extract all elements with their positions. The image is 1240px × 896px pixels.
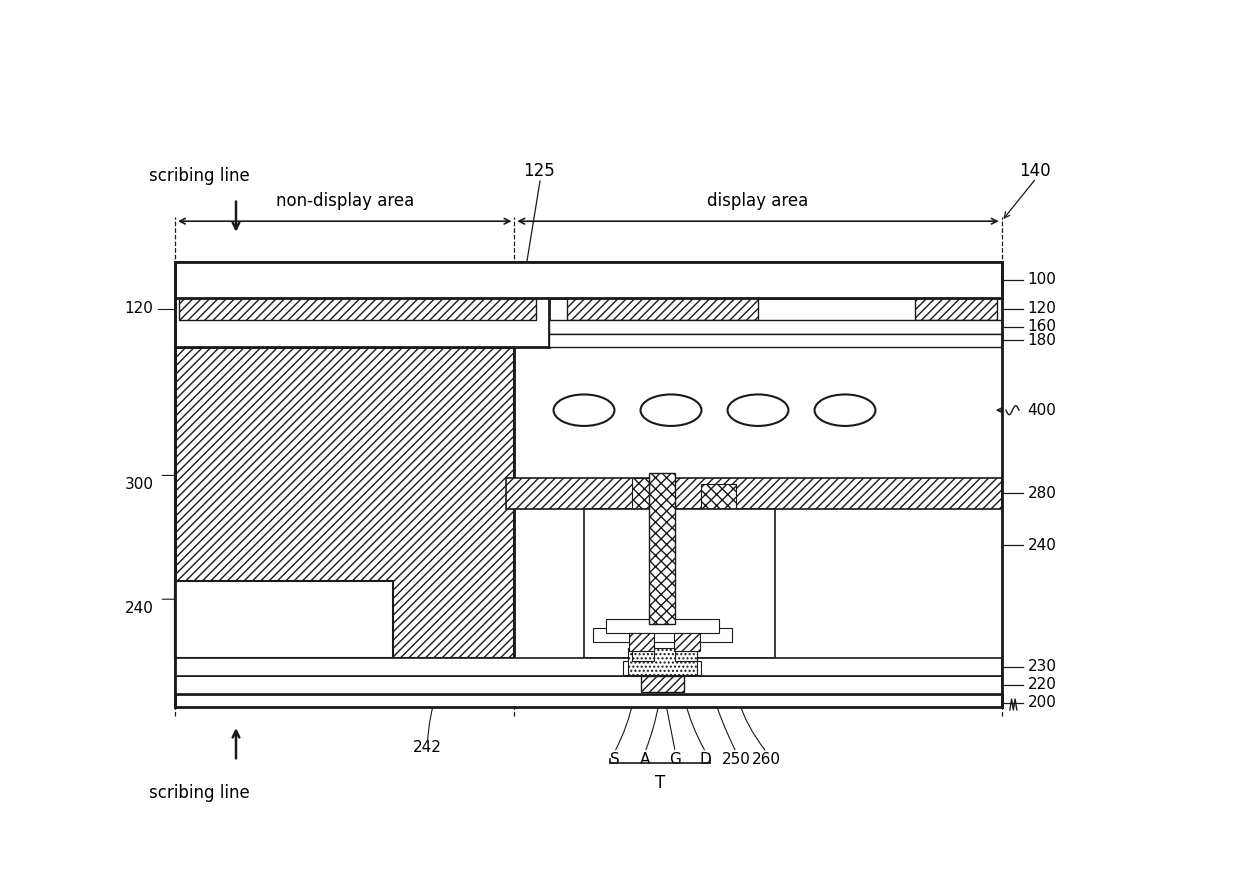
Text: 120: 120 (1028, 301, 1056, 316)
Bar (175, 676, 1002, 694)
Bar (567, 297, 758, 320)
Bar (702, 484, 737, 509)
Text: 125: 125 (523, 162, 554, 180)
Bar (641, 676, 684, 692)
Bar (549, 333, 1002, 347)
Bar (632, 650, 653, 661)
Text: A: A (640, 753, 650, 767)
Bar (175, 262, 1002, 297)
Text: 300: 300 (124, 477, 154, 492)
Text: 180: 180 (1028, 333, 1056, 348)
Bar (506, 478, 1002, 509)
Bar (641, 676, 684, 692)
Bar (629, 633, 653, 650)
Bar (584, 509, 775, 658)
Bar (180, 297, 536, 320)
Bar (549, 320, 1002, 333)
Bar (627, 648, 697, 675)
Bar (650, 473, 676, 624)
Text: 240: 240 (124, 600, 154, 616)
Text: 260: 260 (753, 753, 781, 767)
Text: scribing line: scribing line (149, 168, 249, 185)
Text: 220: 220 (1028, 677, 1056, 693)
Text: 230: 230 (1028, 659, 1056, 674)
Bar (673, 633, 699, 650)
Text: display area: display area (707, 193, 808, 211)
Bar (175, 658, 1002, 676)
Bar (629, 633, 653, 650)
Bar (702, 484, 737, 509)
Bar (627, 648, 697, 675)
Bar (175, 347, 515, 658)
Text: 200: 200 (1028, 695, 1056, 711)
Bar (624, 661, 702, 675)
Bar (606, 619, 719, 633)
Bar (175, 582, 393, 658)
Text: 160: 160 (1028, 320, 1056, 334)
Ellipse shape (815, 394, 875, 426)
Text: 240: 240 (1028, 538, 1056, 553)
Bar (632, 478, 671, 509)
Bar (175, 347, 515, 658)
Bar (650, 473, 676, 624)
Bar (673, 633, 699, 650)
Bar (175, 694, 1002, 707)
Text: 400: 400 (1028, 402, 1056, 418)
Bar (567, 297, 758, 320)
Bar (593, 628, 732, 642)
Ellipse shape (728, 394, 789, 426)
Bar (915, 297, 997, 320)
Text: 140: 140 (1019, 162, 1050, 180)
Bar (632, 478, 671, 509)
Text: T: T (655, 774, 665, 792)
Ellipse shape (553, 394, 615, 426)
Text: D: D (699, 753, 712, 767)
Bar (175, 347, 515, 658)
Polygon shape (175, 262, 1002, 347)
Bar (632, 650, 653, 661)
Bar (180, 297, 536, 320)
Bar (175, 347, 515, 658)
Text: non-display area: non-display area (275, 193, 414, 211)
Text: G: G (670, 753, 681, 767)
Text: scribing line: scribing line (149, 784, 249, 802)
Text: 100: 100 (1028, 272, 1056, 288)
Text: S: S (610, 753, 619, 767)
Text: 250: 250 (722, 753, 750, 767)
Bar (915, 297, 997, 320)
Bar (676, 650, 697, 661)
Text: 280: 280 (1028, 486, 1056, 501)
Ellipse shape (641, 394, 702, 426)
Text: 242: 242 (413, 740, 441, 755)
Text: 120: 120 (124, 301, 154, 316)
Bar (676, 650, 697, 661)
Bar (506, 478, 1002, 509)
